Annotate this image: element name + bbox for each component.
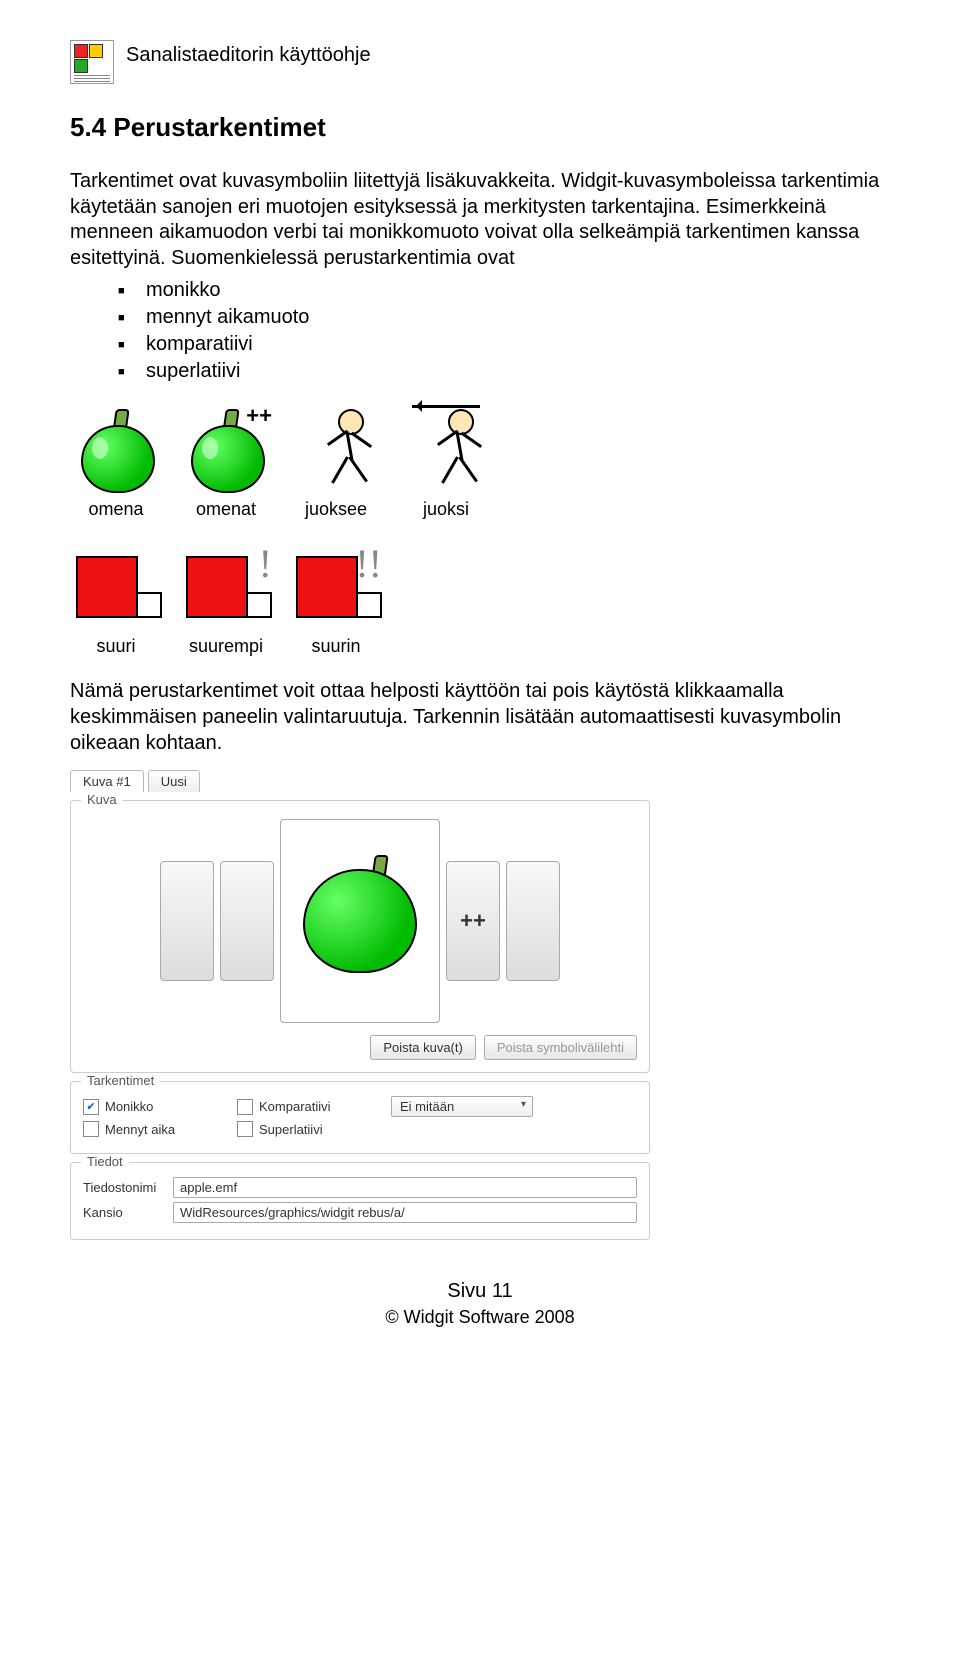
slot-right2-button[interactable] [506, 861, 560, 981]
tarkentimet-fieldset: Tarkentimet ✔ Monikko Komparatiivi Ei mi… [70, 1081, 650, 1154]
remove-symbol-tab-button[interactable]: Poista symbolivälilehti [484, 1035, 637, 1060]
bullet-item: mennyt aikamuoto [118, 304, 890, 331]
checkbox-komparatiivi[interactable]: Komparatiivi [237, 1099, 367, 1115]
symbol-label: juoksi [400, 499, 492, 520]
bullet-list: monikko mennyt aikamuoto komparatiivi su… [118, 277, 890, 385]
slot-left1-button[interactable] [160, 861, 214, 981]
tarkentimet-legend: Tarkentimet [81, 1073, 160, 1088]
tab-kuva1[interactable]: Kuva #1 [70, 770, 144, 792]
comparative-icon: ! [259, 548, 272, 580]
paragraph-1: Tarkentimet ovat kuvasymboliin liitettyj… [70, 169, 890, 271]
tiedot-fieldset: Tiedot Tiedostonimi apple.emf Kansio Wid… [70, 1162, 650, 1240]
symbol-suuri: suuri [70, 540, 162, 657]
bullet-item: superlatiivi [118, 358, 890, 385]
tiedot-legend: Tiedot [81, 1154, 129, 1169]
slot-left2-button[interactable] [220, 861, 274, 981]
symbol-juoksee: juoksee [290, 403, 382, 520]
tiedostonimi-input[interactable]: apple.emf [173, 1177, 637, 1198]
symbol-examples-row-2: suuri ! suurempi !! suurin [70, 540, 890, 657]
slot-right1-button[interactable]: ++ [446, 861, 500, 981]
checkbox-superlatiivi[interactable]: Superlatiivi [237, 1121, 367, 1137]
paragraph-2: Nämä perustarkentimet voit ottaa helpost… [70, 679, 890, 756]
bullet-item: monikko [118, 277, 890, 304]
copyright: © Widgit Software 2008 [70, 1307, 890, 1328]
select-value: Ei mitään [400, 1099, 454, 1114]
editor-panel: Kuva #1 Uusi Kuva ++ [70, 770, 650, 1240]
checkbox-monikko[interactable]: ✔ Monikko [83, 1099, 213, 1115]
header-title: Sanalistaeditorin käyttöohje [126, 40, 371, 67]
symbol-label: suurempi [180, 636, 272, 657]
center-image-slot[interactable] [280, 819, 440, 1023]
tab-uusi[interactable]: Uusi [148, 770, 200, 792]
remove-image-button[interactable]: Poista kuva(t) [370, 1035, 475, 1060]
plural-qualifier-icon: ++ [447, 862, 499, 934]
page-number: Sivu 11 [70, 1280, 890, 1303]
tab-strip: Kuva #1 Uusi [70, 770, 650, 792]
kuva-legend: Kuva [81, 792, 123, 807]
checkbox-icon [237, 1099, 253, 1115]
checkbox-icon [237, 1121, 253, 1137]
past-tense-arrow-icon [412, 405, 480, 408]
symbol-label: omena [70, 499, 162, 520]
checkbox-mennyt-aika[interactable]: Mennyt aika [83, 1121, 213, 1137]
symbol-label: suuri [70, 636, 162, 657]
kansio-label: Kansio [83, 1205, 163, 1220]
symbol-label: juoksee [290, 499, 382, 520]
symbol-examples-row-1: omena ++ omenat juoksee juoksi [70, 403, 890, 520]
symbol-juoksi: juoksi [400, 403, 492, 520]
symbol-suurin: !! suurin [290, 540, 382, 657]
symbol-omena: omena [70, 403, 162, 520]
qualifier-select[interactable]: Ei mitään [391, 1096, 533, 1117]
page-header: Sanalistaeditorin käyttöohje [70, 40, 890, 84]
bullet-item: komparatiivi [118, 331, 890, 358]
checkbox-icon [83, 1121, 99, 1137]
symbol-omenat: ++ omenat [180, 403, 272, 520]
page-footer: Sivu 11 © Widgit Software 2008 [70, 1280, 890, 1328]
checkbox-label: Komparatiivi [259, 1099, 331, 1114]
app-icon [70, 40, 114, 84]
checkbox-label: Superlatiivi [259, 1122, 323, 1137]
plural-qualifier-icon: ++ [246, 403, 272, 429]
checkbox-label: Monikko [105, 1099, 153, 1114]
symbol-suurempi: ! suurempi [180, 540, 272, 657]
tiedostonimi-label: Tiedostonimi [83, 1180, 163, 1195]
section-heading: 5.4 Perustarkentimet [70, 112, 890, 143]
checkbox-icon: ✔ [83, 1099, 99, 1115]
kuva-fieldset: Kuva ++ Poista kuva(t) P [70, 800, 650, 1073]
symbol-label: omenat [180, 499, 272, 520]
checkbox-label: Mennyt aika [105, 1122, 175, 1137]
symbol-label: suurin [290, 636, 382, 657]
kansio-input[interactable]: WidResources/graphics/widgit rebus/a/ [173, 1202, 637, 1223]
superlative-icon: !! [355, 548, 382, 580]
